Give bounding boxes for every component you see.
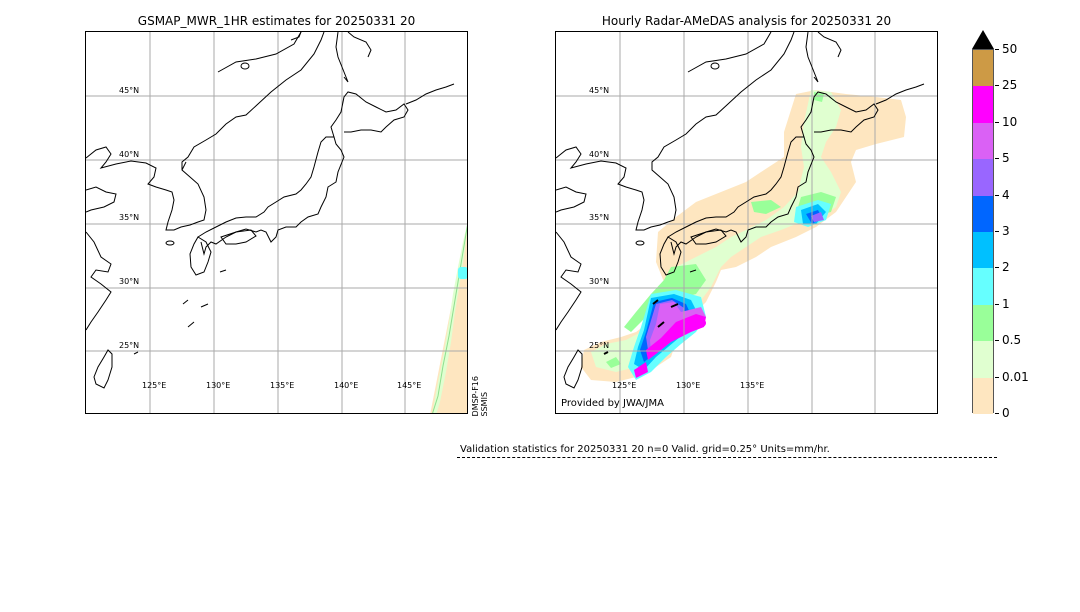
right-lat-label-30: 30°N [589,277,610,286]
left-map-canvas [86,32,467,413]
right-lat-label-25: 25°N [589,341,610,350]
colorbar-tick-3: 3 [995,225,1010,237]
right-lat-label-35: 35°N [589,213,610,222]
colorbar-seg-5-10 [973,122,993,160]
colorbar-tick-2: 2 [995,261,1010,273]
left-lat-label-25: 25°N [119,341,140,350]
colorbar-seg-2-3 [973,232,993,269]
right-map-title: Hourly Radar-AMeDAS analysis for 2025033… [601,14,892,28]
left-map-gsmap [85,31,468,414]
left-lon-label-145: 145°E [397,381,422,390]
colorbar-seg-0.01-0.5 [973,341,993,378]
coastlines [556,32,925,389]
right-map-radar [555,31,938,414]
left-lat-label-30: 30°N [119,277,140,286]
left-lon-label-135: 135°E [270,381,295,390]
satellite-name: DMSP-F16 [471,376,480,417]
colorbar-seg-25-50 [973,50,993,87]
right-lon-label-135: 135°E [740,381,765,390]
left-lat-label-45: 45°N [119,86,140,95]
left-lat-label-35: 35°N [119,213,140,222]
satellite-label: DMSP-F16 SSMIS [471,376,489,416]
left-lat-label-40: 40°N [119,150,140,159]
colorbar-seg-10-25 [973,86,993,123]
colorbar-seg-3-4 [973,195,993,232]
right-lat-label-40: 40°N [589,150,610,159]
colorbar-extend-arrow-icon [972,30,994,49]
coastlines [86,32,455,389]
colorbar-tick-0.5: 0.5 [995,334,1021,346]
right-lat-label-45: 45°N [589,86,610,95]
left-lon-label-125: 125°E [142,381,167,390]
left-map-title: GSMAP_MWR_1HR estimates for 20250331 20 [137,14,416,28]
colorbar-tick-1: 1 [995,298,1010,310]
precipitation-field [581,90,906,382]
colorbar-seg-1-2 [973,268,993,305]
left-lon-label-130: 130°E [206,381,231,390]
colorbar-seg-4-5 [973,159,993,196]
colorbar-tick-0.01: 0.01 [995,371,1029,383]
right-lon-label-130: 130°E [676,381,701,390]
sensor-name: SSMIS [480,391,489,417]
colorbar-tick-5: 5 [995,152,1010,164]
colorbar-seg-0-0.01 [973,377,993,414]
colorbar-tick-10: 10 [995,116,1017,128]
right-lon-label-125: 125°E [612,381,637,390]
colorbar-tick-0: 0 [995,407,1010,419]
data-credit: Provided by JWA/JMA [561,398,664,409]
colorbar [972,49,994,414]
validation-statistics: Validation statistics for 20250331 20 n=… [460,444,830,455]
colorbar-tick-4: 4 [995,189,1010,201]
left-lon-label-140: 140°E [334,381,359,390]
colorbar-tick-25: 25 [995,79,1017,91]
colorbar-tick-50: 50 [995,43,1017,55]
right-map-canvas [556,32,937,413]
validation-divider [457,457,997,458]
colorbar-seg-0.5-1 [973,304,993,342]
